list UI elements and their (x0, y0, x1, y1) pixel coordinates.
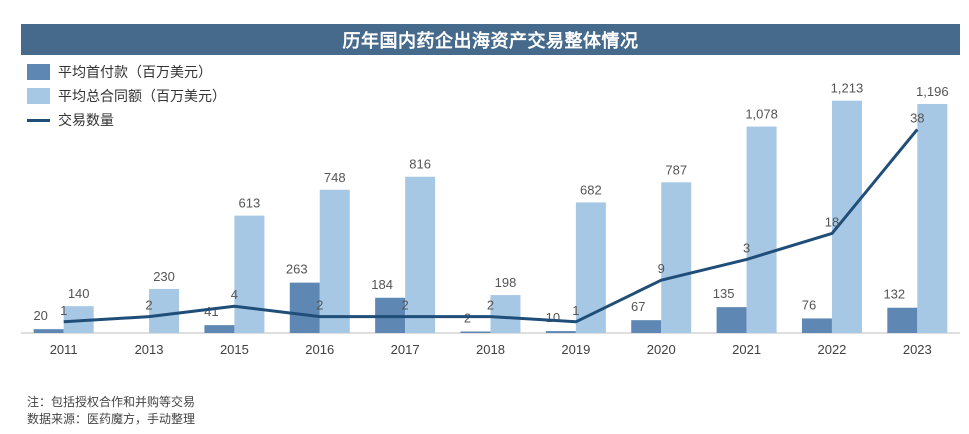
bar-label-upfront-2016: 263 (286, 262, 308, 277)
bar-label-upfront-2023: 132 (883, 287, 905, 302)
bar-label-total-contract-2017: 816 (409, 157, 431, 172)
bar-upfront-2011 (33, 329, 64, 333)
legend-swatch-deal-count (27, 118, 50, 122)
bar-label-total-contract-2015: 613 (239, 196, 261, 211)
bar-total-contract-2020 (661, 182, 692, 333)
line-label-deal-count-2023: 38 (910, 110, 924, 125)
legend-item-total-contract: 平均总合同额（百万美元） (27, 84, 226, 108)
x-tick-label-2019: 2019 (561, 342, 590, 357)
line-label-deal-count-2021: 3 (743, 240, 750, 255)
bar-label-total-contract-2019: 682 (580, 182, 602, 197)
bar-upfront-2016 (289, 282, 320, 333)
line-label-deal-count-2011: 1 (60, 303, 67, 318)
x-tick-label-2023: 2023 (903, 342, 932, 357)
x-tick-label-2011: 2011 (50, 342, 78, 357)
bar-upfront-2019 (545, 331, 576, 333)
legend-label-total-contract: 平均总合同额（百万美元） (58, 88, 226, 104)
bar-total-contract-2018 (490, 295, 521, 333)
deal-count-line (63, 128, 919, 324)
legend: 平均首付款（百万美元） 平均总合同额（百万美元） 交易数量 (27, 60, 226, 132)
bar-label-upfront-2020: 67 (631, 299, 645, 314)
line-label-deal-count-2016: 2 (316, 298, 323, 313)
line-label-deal-count-2020: 9 (658, 261, 665, 276)
bar-upfront-2021 (716, 307, 747, 333)
line-label-deal-count-2018: 2 (487, 298, 494, 313)
x-tick-label-2021: 2021 (732, 342, 761, 357)
source-note: 数据来源：医药魔方，手动整理 (27, 412, 196, 426)
line-label-deal-count-2019: 1 (572, 303, 579, 318)
line-label-deal-count-2017: 2 (402, 298, 409, 313)
bar-label-upfront-2017: 184 (371, 277, 393, 292)
bar-label-total-contract-2022: 1,213 (831, 81, 864, 96)
bar-upfront-2015 (204, 325, 235, 333)
x-tick-label-2022: 2022 (817, 342, 846, 357)
bar-upfront-2020 (631, 320, 662, 333)
legend-item-deal-count: 交易数量 (27, 108, 226, 132)
bar-label-upfront-2015: 41 (204, 304, 218, 319)
bar-total-contract-2015 (234, 215, 265, 333)
bar-label-upfront-2019: 10 (546, 310, 560, 325)
bar-label-total-contract-2020: 787 (665, 162, 687, 177)
legend-label-upfront: 平均首付款（百万美元） (58, 64, 212, 80)
x-tick-label-2017: 2017 (391, 342, 420, 357)
footnote: 注：包括授权合作和并购等交易 (27, 395, 196, 409)
legend-label-deal-count: 交易数量 (58, 112, 114, 128)
line-label-deal-count-2015: 4 (231, 287, 238, 302)
bar-total-contract-2021 (746, 126, 777, 333)
bar-label-total-contract-2023: 1,196 (916, 84, 949, 99)
legend-swatch-upfront (27, 64, 50, 80)
bar-label-total-contract-2013: 230 (153, 269, 175, 284)
bar-label-upfront-2022: 76 (802, 297, 816, 312)
bar-label-total-contract-2011: 140 (68, 286, 90, 301)
bar-total-contract-2017 (405, 176, 436, 333)
line-label-deal-count-2013: 2 (145, 298, 152, 313)
legend-item-upfront: 平均首付款（百万美元） (27, 60, 226, 84)
x-tick-label-2018: 2018 (476, 342, 505, 357)
bar-upfront-2022 (801, 318, 832, 333)
x-tick-label-2013: 2013 (135, 342, 164, 357)
bar-total-contract-2016 (319, 189, 350, 333)
bar-upfront-2018 (460, 331, 491, 333)
legend-swatch-total-contract (27, 88, 50, 104)
bar-label-total-contract-2018: 198 (495, 275, 517, 290)
bar-label-upfront-2011: 20 (33, 308, 47, 323)
x-tick-label-2015: 2015 (220, 342, 249, 357)
bar-label-total-contract-2016: 748 (324, 170, 346, 185)
x-tick-label-2016: 2016 (305, 342, 334, 357)
bar-label-total-contract-2021: 1,078 (745, 107, 778, 122)
chart-title: 历年国内药企出海资产交易整体情况 (21, 24, 960, 55)
bar-total-contract-2023 (917, 103, 948, 333)
bar-upfront-2023 (887, 307, 918, 333)
line-label-deal-count-2022: 18 (825, 214, 839, 229)
x-tick-label-2020: 2020 (647, 342, 676, 357)
bar-total-contract-2013 (149, 288, 180, 333)
bar-label-upfront-2021: 135 (713, 286, 735, 301)
